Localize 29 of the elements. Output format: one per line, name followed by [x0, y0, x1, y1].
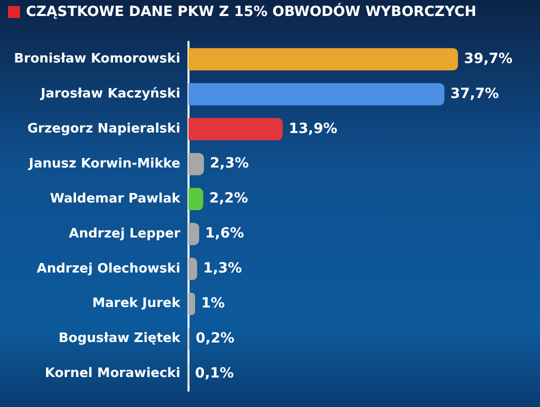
bar	[188, 118, 283, 140]
bar	[188, 188, 204, 210]
bar	[188, 222, 200, 246]
y-tick-label: Janusz Korwin-Mikke	[28, 156, 180, 172]
y-tick-label: Bronisław Komorowski	[14, 52, 180, 67]
y-tick-label: Kornel Morawiecki	[44, 366, 180, 382]
data-label: 13,9%	[288, 120, 338, 137]
data-label: 1,6%	[205, 226, 244, 242]
y-tick-label: Andrzej Olechowski	[36, 261, 180, 276]
data-label: 2,2%	[209, 190, 248, 207]
data-label: 37,7%	[450, 86, 499, 102]
data-label: 39,7%	[464, 50, 513, 67]
chart-title: CZĄSTKOWE DANE PKW Z 15% OBWODÓW WYBORCZYCH	[26, 4, 476, 20]
bar	[188, 48, 458, 70]
bar	[188, 152, 204, 176]
data-label: 1,3%	[203, 260, 242, 277]
y-tick-label: Andrzej Lepper	[68, 226, 181, 242]
y-tick-label: Grzegorz Napieralski	[27, 122, 180, 137]
y-tick-label: Bogusław Ziętek	[58, 331, 181, 346]
bar	[188, 258, 198, 280]
data-label: 1%	[201, 295, 225, 312]
data-label: 0,2%	[196, 330, 234, 346]
y-tick-label: Marek Jurek	[92, 296, 181, 312]
y-tick-label: Waldemar Pawlak	[50, 191, 181, 206]
y-tick-label: Jarosław Kaczyński	[40, 86, 180, 102]
data-label: 0,1%	[194, 365, 234, 382]
data-label: 2,3%	[210, 156, 249, 172]
bar	[188, 292, 196, 315]
bar	[188, 83, 444, 106]
